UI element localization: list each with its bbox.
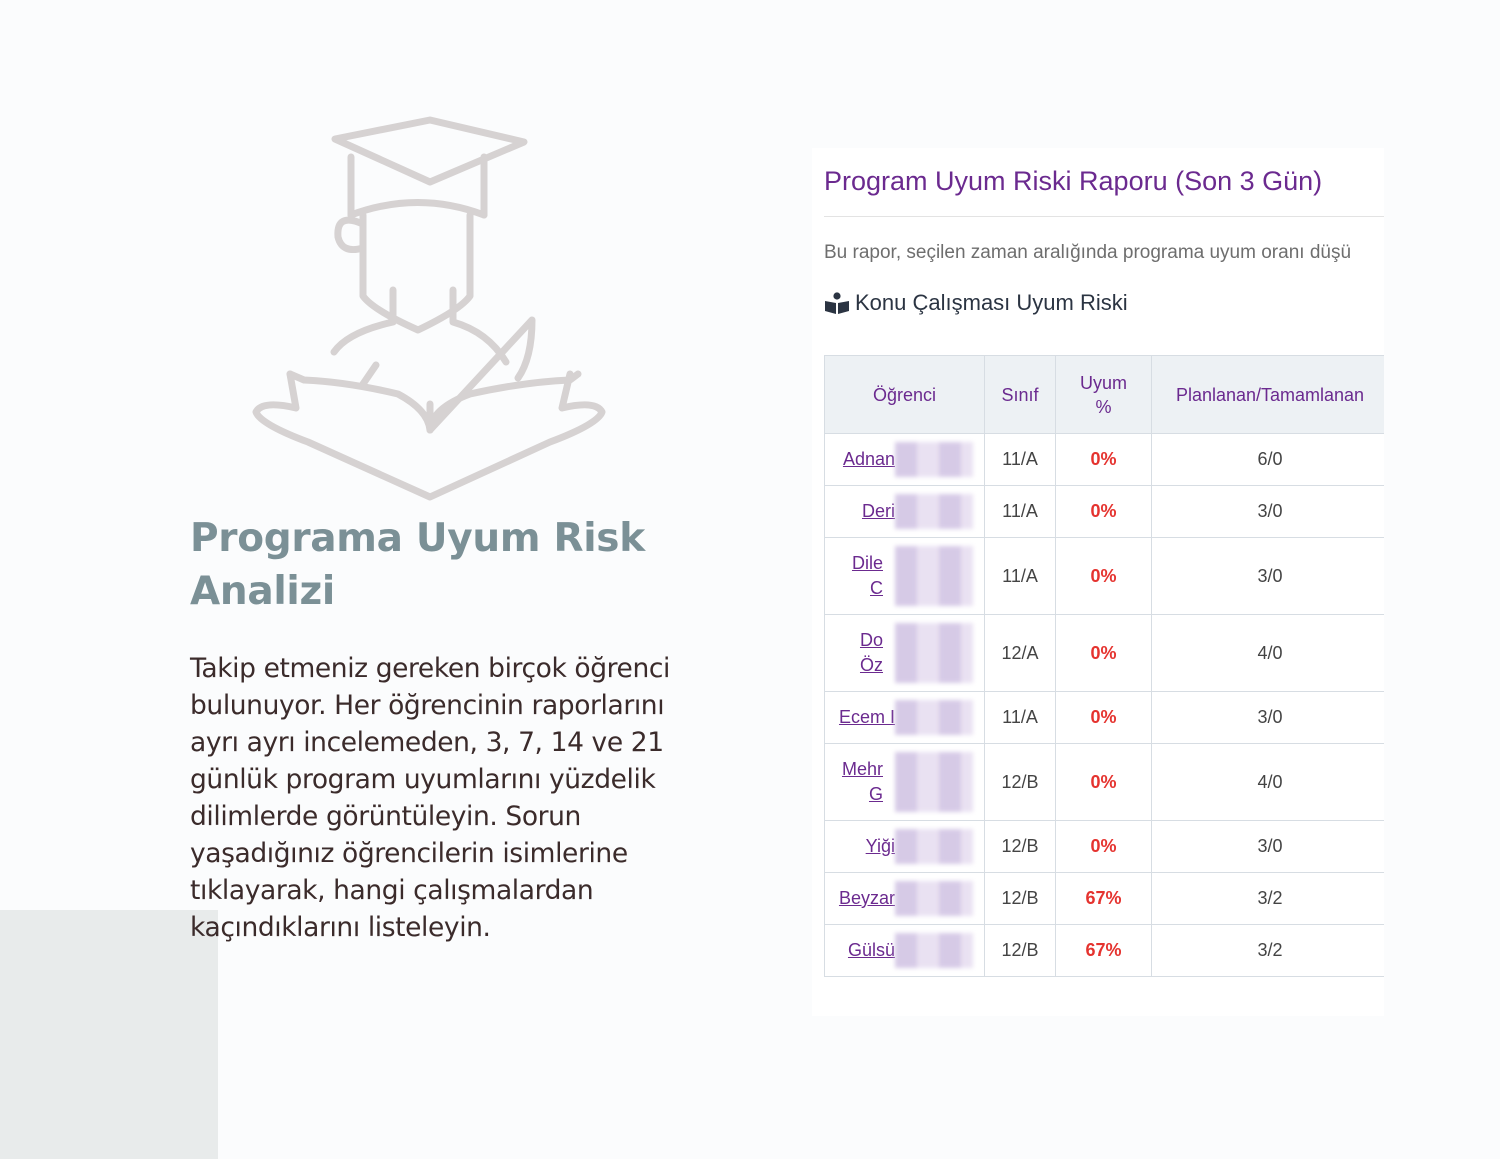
student-name-link[interactable]: Adnan [842,449,895,469]
student-name-link[interactable]: Deri [861,501,895,521]
compliance-percent: 0% [1090,836,1117,856]
redacted-name-blur [895,700,973,735]
planned-completed-cell: 3/2 [1151,872,1384,925]
compliance-percent: 0% [1090,707,1117,727]
class-cell: 11/A [984,485,1056,538]
compliance-percent: 0% [1090,565,1117,586]
compliance-cell: 67% [1055,872,1152,925]
planned-completed-cell: 3/2 [1151,924,1384,977]
student-name-link[interactable]: Do Öz [859,630,883,675]
column-header-planned-completed[interactable]: Planlanan/Tamamlanan [1151,355,1384,434]
report-intro-text: Bu rapor, seçilen zaman aralığında progr… [824,242,1352,263]
column-header-compliance[interactable]: Uyum % [1055,355,1152,434]
redacted-name-blur [895,494,973,529]
student-name-link[interactable]: Mehr G [841,759,883,804]
planned-completed-cell: 3/0 [1151,691,1384,744]
class-cell: 12/B [984,820,1056,873]
class-cell: 12/B [984,924,1056,977]
student-cell: Mehr G [824,743,985,821]
compliance-percent: 67% [1085,940,1122,960]
column-header-student[interactable]: Öğrenci [824,355,985,434]
compliance-cell: 0% [1055,743,1152,821]
reader-book-icon [825,292,849,314]
class-cell: 11/A [984,691,1056,744]
table-row: Mehr G 12/B 0% 4/0 [824,743,1384,821]
planned-completed-cell: 6/0 [1151,433,1384,486]
report-screenshot: Program Uyum Riski Raporu (Son 3 Gün) Bu… [812,148,1384,1016]
redacted-name-blur [895,881,973,916]
table-row: Adnan 11/A 0% 6/0 [824,433,1384,486]
section-header: Konu Çalışması Uyum Riski [824,290,1128,316]
compliance-percent: 0% [1090,771,1117,792]
table-row: Ecem I 11/A 0% 3/0 [824,691,1384,744]
student-cell: Ecem I [824,691,985,744]
redacted-name-blur [895,933,973,968]
table-row: Gülsü 12/B 67% 3/2 [824,924,1384,977]
redacted-name-blur [895,752,973,812]
student-cell: Yiği [824,820,985,873]
student-cell: Deri [824,485,985,538]
column-header-class[interactable]: Sınıf [984,355,1056,434]
table-row: Beyzar 12/B 67% 3/2 [824,872,1384,925]
title-divider [824,216,1384,217]
compliance-cell: 0% [1055,485,1152,538]
planned-completed-cell: 4/0 [1151,614,1384,692]
redacted-name-blur [895,546,973,606]
compliance-cell: 0% [1055,537,1152,615]
feature-description: Takip etmeniz gereken birçok öğrenci bul… [190,653,670,943]
planned-completed-cell: 4/0 [1151,743,1384,821]
student-name-link[interactable]: Yiği [865,836,895,856]
decorative-corner-block [0,910,218,1159]
compliance-percent: 0% [1090,642,1117,663]
planned-completed-cell: 3/0 [1151,537,1384,615]
section-title: Konu Çalışması Uyum Riski [855,290,1128,315]
student-cell: Beyzar [824,872,985,925]
report-title: Program Uyum Riski Raporu (Son 3 Gün) [824,166,1323,196]
student-cell: Gülsü [824,924,985,977]
graduate-reading-book-icon [252,116,606,501]
table-header-row: Öğrenci Sınıf Uyum % Planlanan/Tamamlana… [824,355,1384,434]
table-row: Yiği 12/B 0% 3/0 [824,820,1384,873]
compliance-cell: 67% [1055,924,1152,977]
planned-completed-cell: 3/0 [1151,485,1384,538]
redacted-name-blur [895,623,973,683]
student-cell: Adnan [824,433,985,486]
student-name-link[interactable]: Dile C [851,553,883,598]
student-name-link[interactable]: Ecem I [838,707,895,727]
redacted-name-blur [895,829,973,864]
compliance-cell: 0% [1055,691,1152,744]
column-header-compliance-label: Uyum % [1079,372,1127,417]
feature-title: Programa Uyum Risk Analizi [190,516,645,614]
table-row: Dile C 11/A 0% 3/0 [824,537,1384,615]
class-cell: 12/A [984,614,1056,692]
risk-table: Öğrenci Sınıf Uyum % Planlanan/Tamamlana… [824,355,1384,977]
planned-completed-cell: 3/0 [1151,820,1384,873]
student-cell: Do Öz [824,614,985,692]
compliance-percent: 67% [1085,888,1122,908]
class-cell: 11/A [984,537,1056,615]
table-row: Deri 11/A 0% 3/0 [824,485,1384,538]
student-name-link[interactable]: Beyzar [838,888,895,908]
compliance-percent: 0% [1090,449,1117,469]
redacted-name-blur [895,442,973,477]
compliance-cell: 0% [1055,614,1152,692]
student-cell: Dile C [824,537,985,615]
table-row: Do Öz 12/A 0% 4/0 [824,614,1384,692]
class-cell: 12/B [984,743,1056,821]
class-cell: 11/A [984,433,1056,486]
compliance-cell: 0% [1055,820,1152,873]
compliance-cell: 0% [1055,433,1152,486]
student-name-link[interactable]: Gülsü [847,940,895,960]
class-cell: 12/B [984,872,1056,925]
compliance-percent: 0% [1090,501,1117,521]
